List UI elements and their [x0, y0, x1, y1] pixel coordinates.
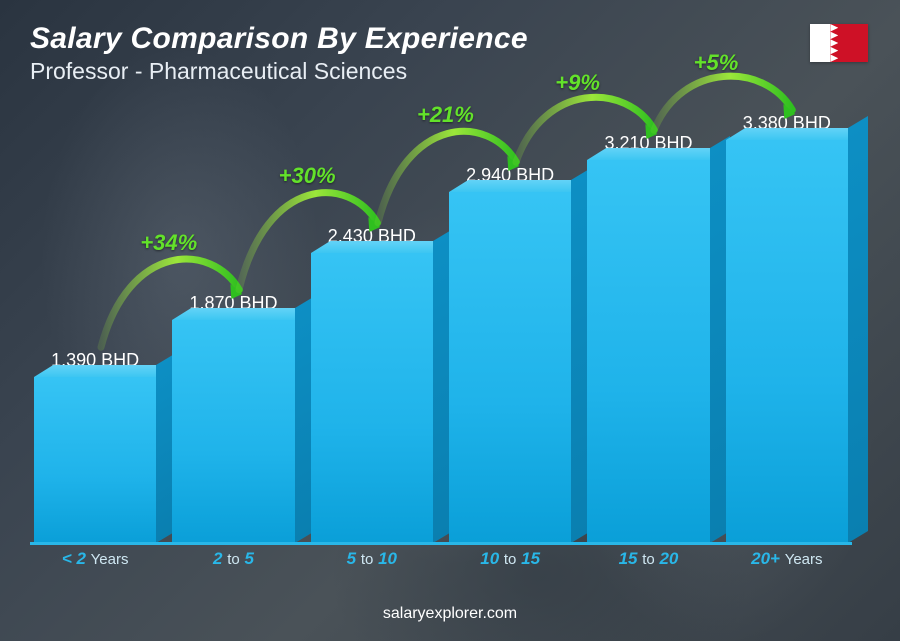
x-label-3: 10 to 15: [445, 545, 575, 569]
x-axis-labels: < 2 Years 2 to 5 5 to 10 10 to 15 15 to 20 20…: [30, 542, 852, 569]
bar-rect-2: [311, 253, 434, 543]
bar-3: 2,940 BHD: [445, 100, 575, 543]
bar-1: 1,870 BHD: [168, 100, 298, 543]
footer-site: salaryexplorer.com: [0, 605, 900, 623]
bars-group: 1,390 BHD1,870 BHD2,430 BHD2,940 BHD3,21…: [30, 100, 852, 543]
header: Salary Comparison By Experience Professo…: [30, 22, 870, 85]
chart-title: Salary Comparison By Experience: [30, 22, 870, 56]
flag-white-part: [810, 24, 830, 62]
bar-2: 2,430 BHD: [307, 100, 437, 543]
bar-rect-4: [587, 160, 710, 543]
bar-0: 1,390 BHD: [30, 100, 160, 543]
bar-chart: 1,390 BHD1,870 BHD2,430 BHD2,940 BHD3,21…: [30, 100, 852, 569]
bar-5: 3,380 BHD: [722, 100, 852, 543]
x-label-0: < 2 Years: [30, 545, 160, 569]
bar-rect-3: [449, 192, 572, 543]
x-label-5: 20+ Years: [722, 545, 852, 569]
x-label-2: 5 to 10: [307, 545, 437, 569]
chart-container: Salary Comparison By Experience Professo…: [0, 0, 900, 641]
flag-icon: [810, 24, 868, 62]
x-label-1: 2 to 5: [168, 545, 298, 569]
bar-rect-1: [172, 320, 295, 543]
bar-rect-0: [34, 377, 157, 543]
x-label-4: 15 to 20: [583, 545, 713, 569]
chart-subtitle: Professor - Pharmaceutical Sciences: [30, 58, 870, 85]
bar-4: 3,210 BHD: [583, 100, 713, 543]
bar-rect-5: [726, 140, 849, 543]
